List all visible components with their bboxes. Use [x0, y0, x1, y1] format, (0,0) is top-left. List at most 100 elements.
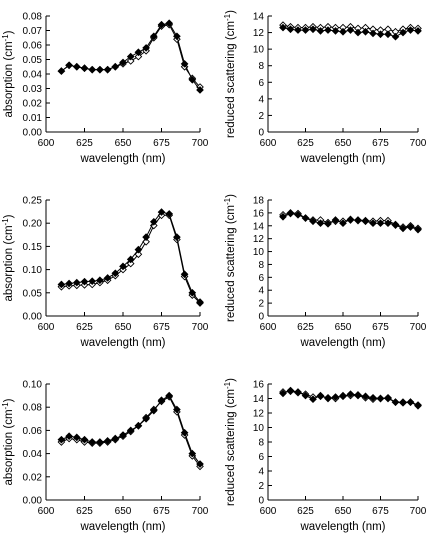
data-point-filled — [142, 233, 150, 241]
x-tick-label: 650 — [115, 322, 132, 333]
data-point-filled — [286, 209, 295, 218]
data-point-open — [134, 250, 143, 259]
data-point-filled — [157, 20, 166, 29]
y-tick-label: 10 — [253, 247, 265, 258]
y-axis-title-superscript: -1 — [223, 381, 232, 389]
data-point-filled — [391, 221, 400, 229]
y-axis-title-close: ) — [225, 378, 237, 382]
x-tick-label: 700 — [410, 322, 427, 333]
data-point-filled — [414, 225, 422, 234]
y-tick-label: 4 — [258, 467, 264, 478]
data-point-filled — [331, 216, 340, 224]
data-point-filled — [88, 65, 97, 74]
y-axis-title-superscript: -1 — [223, 197, 232, 205]
data-point-filled — [88, 277, 97, 286]
data-point-filled — [119, 431, 127, 439]
data-point-filled — [196, 460, 204, 468]
data-point-open — [126, 57, 135, 65]
data-point-filled — [80, 277, 89, 286]
y-axis-title-close: ) — [225, 10, 237, 14]
x-tick-label: 675 — [153, 506, 170, 517]
x-tick-label: 650 — [335, 138, 352, 149]
data-point-filled — [57, 435, 66, 444]
x-axis-title: wavelength (nm) — [79, 337, 165, 349]
y-axis-title-superscript: -1 — [223, 13, 232, 21]
data-point-filled — [188, 449, 197, 458]
data-point-filled — [196, 298, 204, 306]
data-point-filled — [384, 393, 392, 402]
data-point-filled — [309, 25, 317, 34]
x-tick-label: 600 — [260, 506, 277, 517]
x-tick-label: 700 — [410, 506, 427, 517]
data-point-filled — [324, 26, 332, 34]
y-axis-title-text: reduced scattering (cm — [225, 205, 237, 322]
y-tick-label: 0.00 — [23, 312, 43, 323]
y-tick-label: 18 — [253, 196, 265, 207]
y-tick-label: 0 — [258, 128, 264, 139]
y-tick-label: 0.03 — [23, 84, 43, 95]
y-tick-label: 0.04 — [23, 70, 43, 81]
chart-panel-bottom-right: 0 2 4 6 8 10 12 14 16 600 625 650 675 700 wavelength (… — [223, 378, 427, 533]
data-point-filled — [142, 414, 150, 423]
y-axis-title-close: ) — [225, 194, 237, 198]
y-tick-label: 14 — [253, 394, 265, 405]
y-tick-label: 0.25 — [23, 196, 43, 207]
y-tick-label: 0.07 — [23, 26, 43, 37]
y-tick-label: 0.02 — [23, 99, 43, 110]
y-tick-label: 8 — [258, 260, 264, 271]
y-tick-label: 0.00 — [23, 496, 43, 507]
data-point-filled — [103, 437, 112, 445]
y-axis-title-close: ) — [3, 398, 15, 402]
y-tick-label: 6 — [258, 273, 264, 284]
data-point-filled — [134, 48, 143, 57]
data-point-filled — [339, 392, 347, 401]
y-tick-label: 10 — [253, 423, 265, 434]
data-point-filled — [309, 217, 317, 226]
y-tick-label: 12 — [253, 234, 265, 245]
data-point-filled — [391, 32, 400, 41]
data-point-filled — [188, 288, 197, 297]
chart-panel-top-right: 0 2 4 6 8 10 12 14 600 625 650 675 700 wavelength (nm… — [223, 10, 427, 165]
data-point-filled — [331, 27, 340, 35]
y-tick-label: 6 — [258, 78, 264, 89]
y-axis-title-close: ) — [3, 30, 15, 34]
x-tick-label: 625 — [297, 322, 314, 333]
x-tick-label: 650 — [115, 506, 132, 517]
data-point-filled — [88, 438, 97, 446]
y-tick-label: 10 — [253, 45, 265, 56]
data-point-filled — [149, 217, 158, 226]
y-tick-label: 6 — [258, 452, 264, 463]
x-tick-label: 625 — [76, 506, 93, 517]
data-point-filled — [72, 278, 81, 287]
data-point-filled — [72, 62, 81, 71]
y-axis-title-text: absorption (cm — [3, 225, 15, 301]
data-point-filled — [149, 406, 158, 415]
data-point-filled — [354, 216, 362, 225]
x-axis-title: wavelength (nm) — [299, 337, 385, 349]
data-point-filled — [103, 65, 112, 74]
y-axis-title: reduced scattering (cm-1) — [223, 10, 237, 138]
data-point-open — [126, 259, 135, 268]
data-point-filled — [279, 212, 287, 221]
data-point-filled — [65, 432, 73, 441]
y-tick-label: 0.10 — [23, 265, 43, 276]
data-point-filled — [384, 219, 392, 228]
y-tick-label: 8 — [258, 61, 264, 72]
data-point-filled — [369, 219, 377, 228]
data-point-filled — [286, 25, 295, 34]
y-axis-title: absorption (cm-1) — [1, 30, 15, 117]
data-point-filled — [57, 67, 66, 75]
x-tick-label: 700 — [192, 322, 209, 333]
data-point-filled — [376, 219, 385, 228]
data-point-filled — [165, 210, 174, 218]
y-tick-label: 0.00 — [23, 128, 43, 139]
data-point-filled — [126, 255, 135, 264]
x-axis-title: wavelength (nm) — [79, 521, 165, 533]
data-point-filled — [196, 86, 204, 94]
data-point-filled — [103, 274, 112, 282]
y-axis-title-text: absorption (cm — [3, 409, 15, 485]
data-point-filled — [346, 215, 355, 224]
x-tick-label: 675 — [153, 138, 170, 149]
data-point-filled — [294, 388, 302, 396]
